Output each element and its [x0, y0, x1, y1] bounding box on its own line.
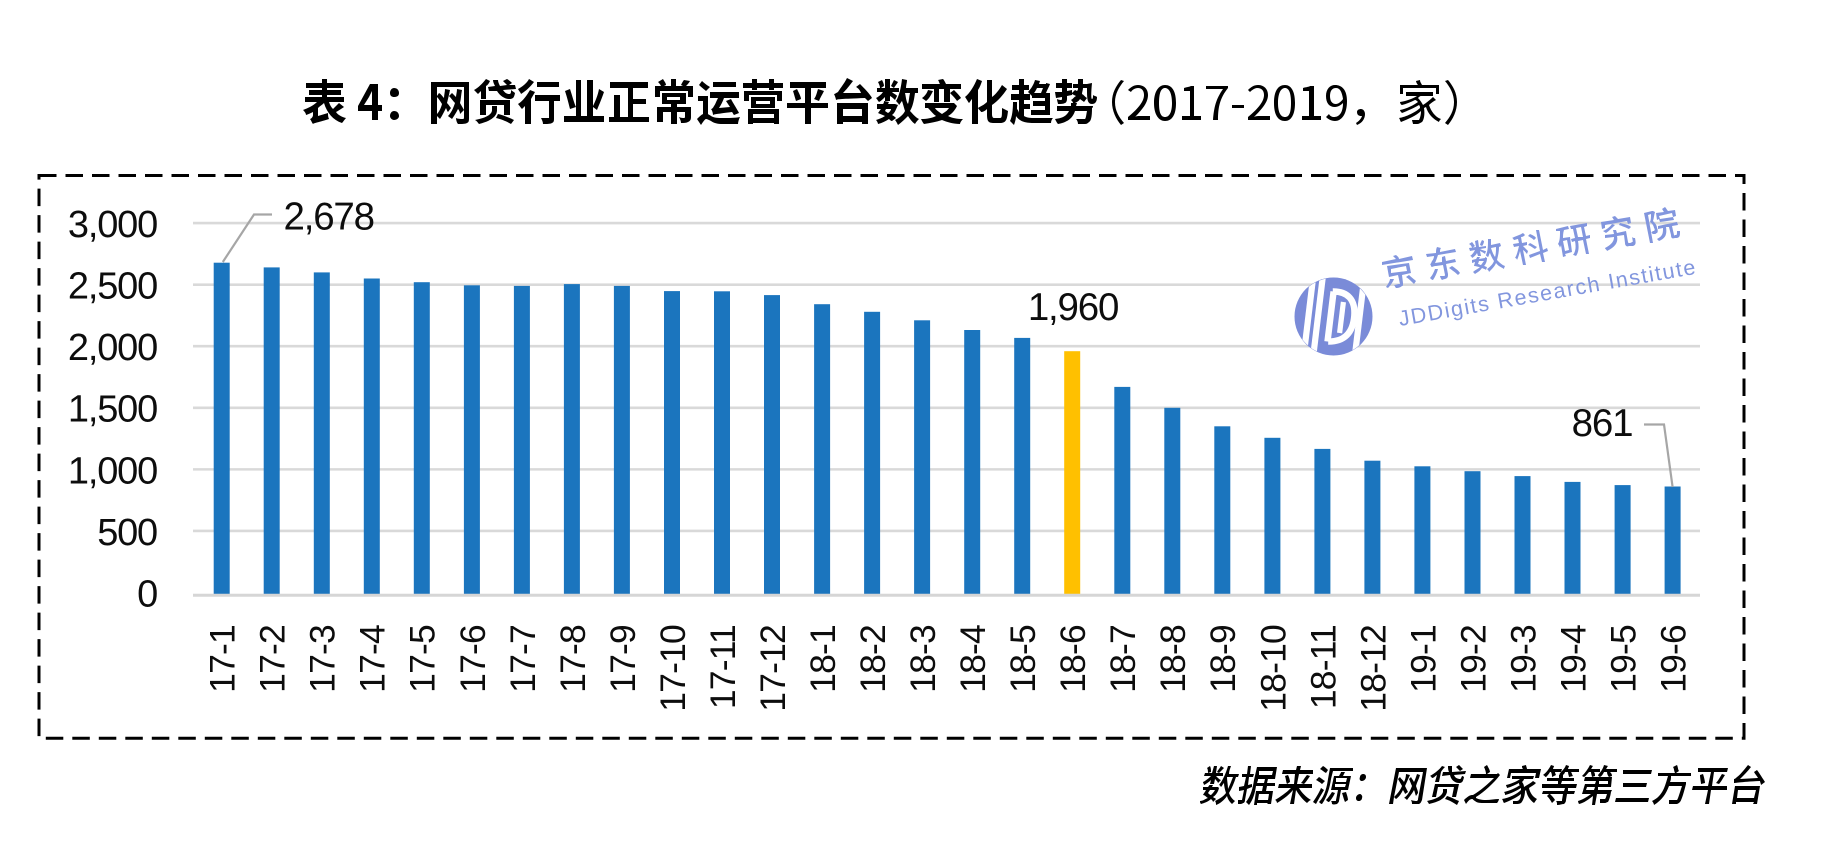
y-tick-label-500: 500: [97, 512, 157, 554]
gridlines-layer: [193, 221, 1700, 533]
bar-17-4: [363, 278, 380, 595]
bar-18-9: [1214, 426, 1231, 595]
x-tick-label-17-1: 17-1: [203, 625, 243, 693]
bar-19-1: [1414, 466, 1431, 595]
x-tick-label-19-5: 19-5: [1604, 625, 1644, 693]
bar-18-10: [1264, 437, 1281, 595]
x-tick-label-17-3: 17-3: [303, 625, 343, 693]
bar-17-5: [413, 282, 430, 595]
x-tick-label-18-3: 18-3: [903, 625, 943, 693]
x-tick-label-17-11: 17-11: [703, 625, 743, 709]
x-tick-label-19-1: 19-1: [1403, 625, 1443, 693]
bar-17-3: [313, 272, 330, 595]
x-tick-label-18-6: 18-6: [1053, 625, 1093, 693]
page-title: [303, 78, 1457, 125]
bar-18-1: [814, 304, 831, 595]
chart-frame-dashed-border: [37, 174, 1746, 740]
leader-line-19-6: [1644, 423, 1674, 488]
bar-18-6: [1064, 351, 1081, 595]
x-tick-label-17-9: 17-9: [603, 625, 643, 693]
x-tick-label-18-10: 18-10: [1253, 625, 1293, 712]
logo-counter-slash: [1337, 301, 1346, 334]
bar-18-4: [964, 330, 981, 595]
logo-slash-2: [1309, 277, 1327, 356]
x-tick-label-17-10: 17-10: [653, 625, 693, 712]
bar-17-10: [664, 291, 680, 595]
y-tick-label-1,500: 1,500: [68, 389, 157, 431]
y-axis-ticks-layer: 0 500 1,000 1,500 2,000 2,500 3,000: [68, 204, 158, 615]
x-tick-label-18-5: 18-5: [1003, 625, 1043, 693]
logo-letter-d: [1324, 288, 1358, 345]
page-title-main-text: [303, 78, 1097, 125]
x-tick-label-18-2: 18-2: [853, 625, 893, 693]
bar-17-1: [213, 262, 230, 595]
x-tick-label-17-7: 17-7: [503, 625, 543, 693]
x-tick-label-17-2: 17-2: [253, 625, 293, 693]
bar-17-9: [613, 285, 630, 595]
x-tick-label-19-3: 19-3: [1503, 625, 1543, 693]
x-tick-label-18-11: 18-11: [1303, 625, 1343, 709]
bar-18-5: [1014, 337, 1031, 595]
x-axis-ticks-layer: 17-1 17-2 17-3 17-4 17-5 17-6 17-7 17-8 17-9 17-1…: [203, 625, 1694, 712]
bar-19-6: [1664, 486, 1681, 595]
x-tick-label-17-12: 17-12: [753, 625, 793, 712]
watermark-cn-text: [1382, 207, 1680, 288]
bar-17-8: [563, 284, 580, 595]
watermark-en-text: JDDigits Research Institute: [1397, 255, 1699, 331]
leader-line-17-1: [221, 213, 272, 263]
y-tick-label-3,000: 3,000: [68, 204, 157, 246]
x-tick-label-17-8: 17-8: [553, 625, 593, 693]
data-label-17-1: 2,678: [284, 196, 374, 239]
bar-17-12: [764, 295, 780, 595]
bar-18-7: [1114, 386, 1131, 595]
x-tick-label-18-1: 18-1: [803, 625, 843, 693]
x-tick-label-18-8: 18-8: [1153, 625, 1193, 693]
y-tick-label-0: 0: [137, 573, 157, 615]
bar-18-3: [914, 320, 931, 595]
data-label-18-6: 1,960: [1028, 286, 1118, 329]
y-tick-label-1,000: 1,000: [68, 450, 157, 492]
y-tick-label-2,000: 2,000: [68, 327, 157, 369]
bar-18-8: [1164, 407, 1181, 595]
x-tick-label-17-6: 17-6: [453, 625, 493, 693]
page-title-paren-text: [1112, 80, 1457, 125]
bar-18-11: [1314, 448, 1331, 595]
data-label-19-6: 861: [1572, 402, 1633, 445]
bar-19-3: [1514, 476, 1531, 595]
watermark: JDDigits Research Institute: [1294, 207, 1699, 356]
source-note-text: [1200, 765, 1765, 805]
bar-18-12: [1364, 460, 1381, 595]
x-tick-label-18-4: 18-4: [953, 625, 993, 693]
x-tick-label-17-5: 17-5: [403, 625, 443, 693]
x-tick-label-18-9: 18-9: [1203, 625, 1243, 693]
bar-19-5: [1614, 485, 1631, 595]
y-tick-label-2,500: 2,500: [68, 266, 157, 308]
x-tick-label-18-12: 18-12: [1353, 625, 1393, 712]
bar-19-4: [1564, 481, 1581, 595]
x-tick-label-17-4: 17-4: [353, 625, 393, 693]
bar-19-2: [1464, 471, 1481, 595]
bar-18-2: [864, 311, 881, 595]
bar-17-11: [714, 291, 730, 595]
bar-17-6: [463, 285, 480, 595]
bar-17-2: [263, 267, 280, 595]
bars-layer: [193, 262, 1700, 597]
x-tick-label-19-2: 19-2: [1453, 625, 1493, 693]
bar-17-7: [513, 285, 530, 595]
x-tick-label-18-7: 18-7: [1103, 625, 1143, 693]
x-tick-label-19-4: 19-4: [1553, 625, 1593, 693]
x-tick-label-19-6: 19-6: [1654, 625, 1694, 693]
annotations-layer: 2,678 1,960 861: [221, 196, 1674, 488]
